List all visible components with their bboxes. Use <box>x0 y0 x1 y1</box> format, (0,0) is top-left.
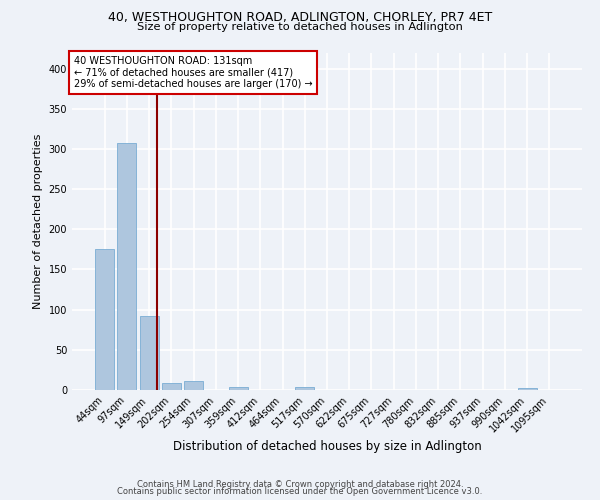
Y-axis label: Number of detached properties: Number of detached properties <box>33 134 43 309</box>
Bar <box>229 387 248 390</box>
Bar <box>518 388 536 390</box>
Bar <box>184 381 203 390</box>
X-axis label: Distribution of detached houses by size in Adlington: Distribution of detached houses by size … <box>173 440 481 452</box>
Text: 40, WESTHOUGHTON ROAD, ADLINGTON, CHORLEY, PR7 4ET: 40, WESTHOUGHTON ROAD, ADLINGTON, CHORLE… <box>108 11 492 24</box>
Text: 40 WESTHOUGHTON ROAD: 131sqm
← 71% of detached houses are smaller (417)
29% of s: 40 WESTHOUGHTON ROAD: 131sqm ← 71% of de… <box>74 56 312 89</box>
Bar <box>118 144 136 390</box>
Text: Contains HM Land Registry data © Crown copyright and database right 2024.: Contains HM Land Registry data © Crown c… <box>137 480 463 489</box>
Text: Size of property relative to detached houses in Adlington: Size of property relative to detached ho… <box>137 22 463 32</box>
Text: Contains public sector information licensed under the Open Government Licence v3: Contains public sector information licen… <box>118 487 482 496</box>
Bar <box>95 250 114 390</box>
Bar <box>140 316 158 390</box>
Bar <box>295 387 314 390</box>
Bar <box>162 383 181 390</box>
